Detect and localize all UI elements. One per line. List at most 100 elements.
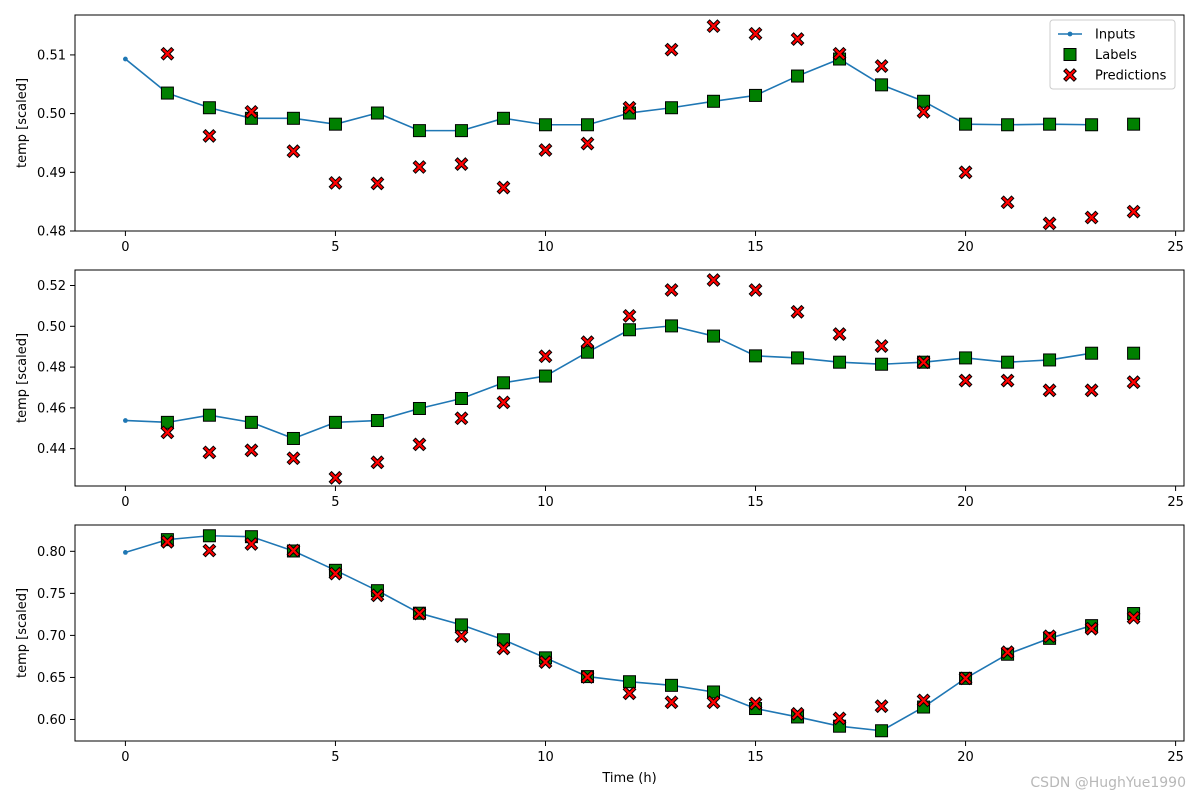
x-tick-label: 5: [331, 495, 339, 510]
plot-area: [123, 274, 1140, 484]
prediction-marker: [749, 284, 761, 296]
label-marker: [287, 432, 299, 444]
x-tick-label: 0: [121, 240, 129, 255]
y-axis-label: temp [scaled]: [15, 78, 30, 168]
legend-entry-inputs: Inputs: [1095, 28, 1136, 43]
prediction-marker: [455, 630, 467, 642]
prediction-marker: [623, 687, 635, 699]
label-marker: [455, 619, 467, 631]
legend-entry-predictions: Predictions: [1095, 69, 1167, 84]
label-marker: [539, 370, 551, 382]
label-marker: [1128, 347, 1140, 359]
x-axis-label: Time (h): [601, 771, 656, 786]
legend: Inputs Labels Predictions: [1050, 20, 1175, 89]
prediction-marker: [455, 158, 467, 170]
x-tick-label: 10: [537, 750, 554, 765]
x-tick-label: 0: [121, 750, 129, 765]
y-tick-label: 0.75: [37, 587, 66, 602]
prediction-marker: [959, 166, 971, 178]
prediction-marker: [329, 177, 341, 189]
y-tick-label: 0.51: [37, 48, 66, 63]
label-marker: [750, 89, 762, 101]
prediction-marker: [875, 340, 887, 352]
x-tick-label: 25: [1167, 750, 1184, 765]
y-tick-label: 0.65: [37, 671, 66, 686]
prediction-marker: [497, 181, 509, 193]
label-marker: [834, 356, 846, 368]
axes-frame: [75, 525, 1184, 741]
y-axis-label: temp [scaled]: [15, 588, 30, 678]
x-tick-label: 20: [957, 240, 974, 255]
label-marker: [329, 118, 341, 130]
prediction-marker: [665, 284, 677, 296]
label-marker: [666, 102, 678, 114]
plot-area: [123, 20, 1140, 230]
axes-frame: [75, 270, 1184, 486]
label-marker: [1086, 119, 1098, 131]
x-tick-label: 15: [747, 240, 764, 255]
prediction-marker: [833, 328, 845, 340]
y-tick-label: 0.50: [37, 320, 66, 335]
label-marker: [455, 392, 467, 404]
x-tick-label: 15: [747, 495, 764, 510]
prediction-marker: [665, 43, 677, 55]
x-tick-label: 0: [121, 495, 129, 510]
label-marker: [539, 119, 551, 131]
prediction-marker: [413, 161, 425, 173]
legend-entry-labels: Labels: [1095, 48, 1137, 63]
prediction-marker: [665, 696, 677, 708]
label-marker: [371, 107, 383, 119]
label-marker: [161, 87, 173, 99]
label-marker: [876, 358, 888, 370]
prediction-marker: [581, 137, 593, 149]
prediction-marker: [413, 438, 425, 450]
y-tick-label: 0.44: [37, 442, 66, 457]
label-marker: [413, 402, 425, 414]
label-marker: [876, 79, 888, 91]
label-marker: [1128, 118, 1140, 130]
prediction-marker: [791, 306, 803, 318]
x-tick-label: 25: [1167, 495, 1184, 510]
prediction-marker: [1085, 211, 1097, 223]
prediction-marker: [203, 446, 215, 458]
prediction-marker: [1001, 196, 1013, 208]
y-tick-label: 0.48: [37, 225, 66, 240]
prediction-marker: [371, 456, 383, 468]
y-axis-label: temp [scaled]: [15, 333, 30, 423]
x-tick-label: 20: [957, 495, 974, 510]
prediction-marker: [791, 33, 803, 45]
inputs-line: [125, 326, 1091, 439]
x-tick-label: 25: [1167, 240, 1184, 255]
y-tick-label: 0.48: [37, 361, 66, 376]
y-tick-label: 0.49: [37, 166, 66, 181]
y-tick-label: 0.70: [37, 629, 66, 644]
prediction-marker: [875, 60, 887, 72]
prediction-marker: [455, 412, 467, 424]
prediction-marker: [875, 700, 887, 712]
prediction-marker: [959, 374, 971, 386]
label-marker: [203, 409, 215, 421]
legend-inputs-point: [1068, 32, 1073, 37]
label-marker: [371, 415, 383, 427]
y-tick-label: 0.60: [37, 713, 66, 728]
label-marker: [624, 324, 636, 336]
prediction-marker: [1043, 217, 1055, 229]
x-tick-label: 15: [747, 750, 764, 765]
inputs-point: [123, 418, 128, 423]
label-marker: [624, 676, 636, 688]
label-marker: [329, 416, 341, 428]
inputs-point: [123, 550, 128, 555]
prediction-marker: [1085, 384, 1097, 396]
axes-frame: [75, 15, 1184, 231]
label-marker: [792, 70, 804, 82]
prediction-marker: [623, 310, 635, 322]
prediction-marker: [539, 350, 551, 362]
prediction-marker: [749, 28, 761, 40]
prediction-marker: [1043, 384, 1055, 396]
prediction-marker: [497, 396, 509, 408]
